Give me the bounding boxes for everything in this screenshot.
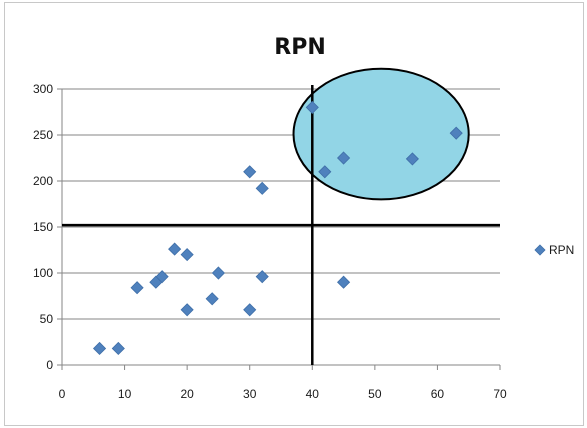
data-point [243,165,257,179]
data-point [449,126,463,140]
data-point [305,100,319,114]
chart-title: RPN [274,35,325,60]
data-point [168,242,182,256]
data-point [111,341,125,356]
x-tick-label: 60 [431,387,445,401]
data-point [92,341,107,356]
data-point [155,270,169,284]
legend-marker [534,244,546,256]
legend: RPN [534,243,574,257]
x-tick-label: 40 [306,387,320,401]
x-tick-label: 0 [59,387,66,401]
axes: 0 50 100 150 200 250 300 0 10 20 30 40 50 60 70 [33,82,507,401]
y-tick-label: 250 [33,128,53,142]
highlight-ellipse [292,67,470,201]
y-tick-label: 50 [40,312,54,326]
highlight-region [292,67,470,201]
data-point [337,151,351,165]
chart-frame [4,2,584,426]
y-tick-label: 0 [46,358,53,372]
data-point [180,248,194,262]
y-tick-label: 150 [33,220,53,234]
data-point [337,275,351,289]
x-tick-label: 50 [368,387,382,401]
data-point [205,292,219,306]
y-tick-label: 300 [33,82,53,96]
y-tick-label: 100 [33,266,53,280]
data-point [255,270,269,284]
x-tick-label: 70 [493,387,507,401]
x-tick-label: 10 [118,387,132,401]
data-point [318,165,332,179]
data-point [130,281,144,295]
data-point [211,266,225,280]
y-tick-label: 200 [33,174,53,188]
legend-label: RPN [549,243,574,257]
reference-lines [62,85,500,365]
data-point [243,303,257,317]
data-point [180,303,194,317]
x-tick-label: 30 [243,387,257,401]
data-point [255,181,269,195]
x-tick-label: 20 [180,387,194,401]
data-points [92,100,463,356]
data-point [405,152,419,166]
